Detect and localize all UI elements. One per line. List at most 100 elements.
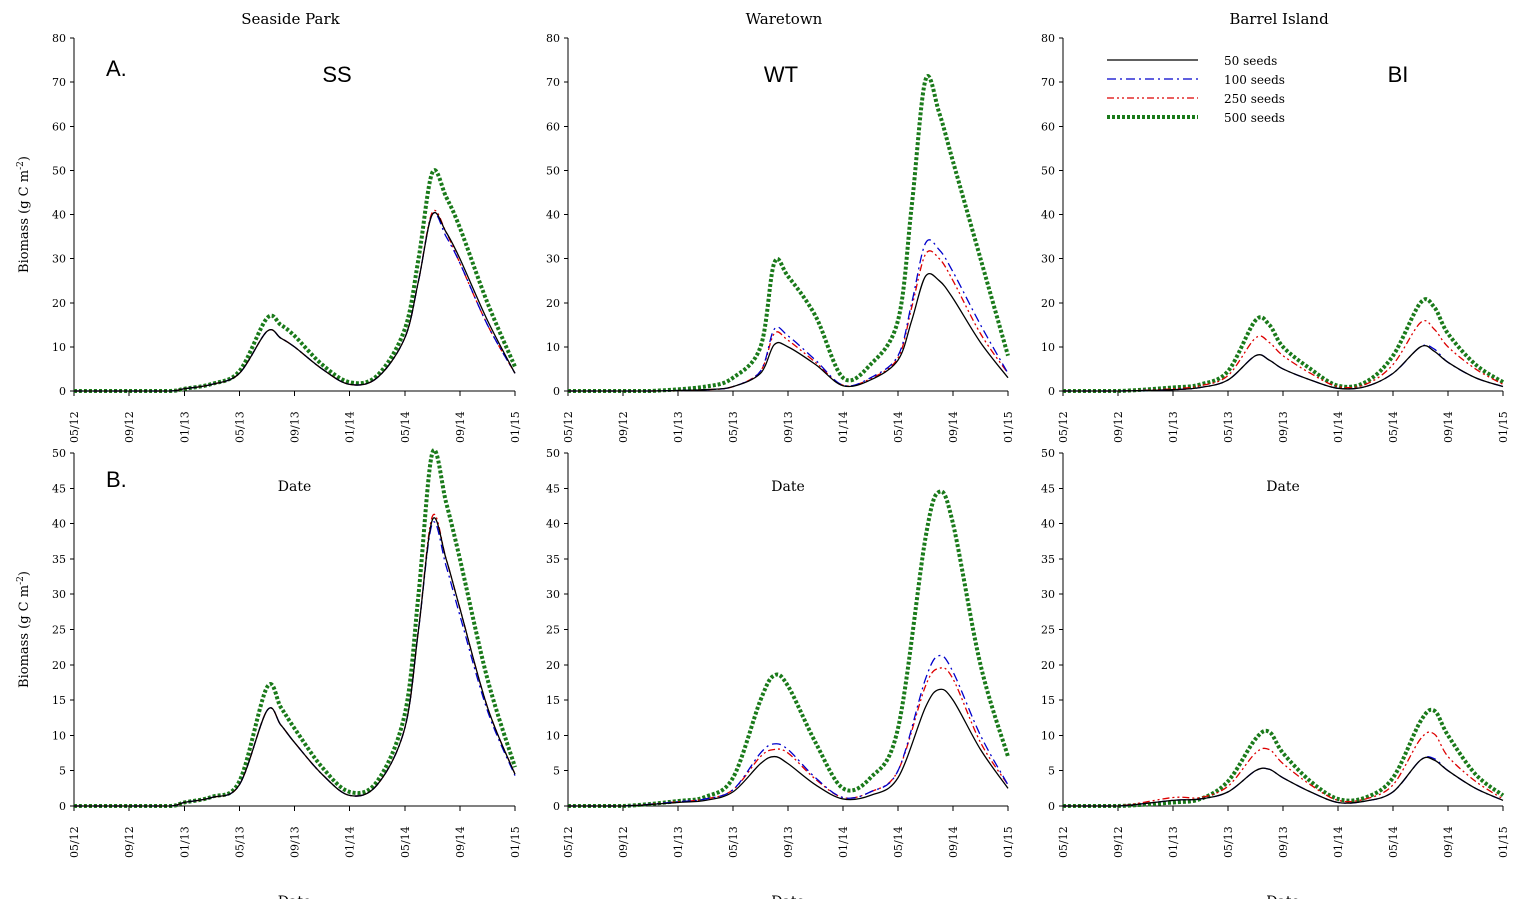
series-line-50-seeds (568, 273, 1009, 392)
y-tick-label: 0 (59, 800, 66, 813)
y-tick-label: 10 (1041, 729, 1055, 742)
y-tick-label: 40 (52, 518, 66, 531)
series-line-250-seeds (1063, 731, 1504, 807)
x-axis-label: Date (771, 894, 804, 899)
x-tick-label: 05/13 (1222, 411, 1235, 443)
x-tick-label: 05/14 (1387, 826, 1400, 858)
x-tick-label: 05/12 (68, 411, 81, 443)
y-tick-label: 0 (553, 385, 560, 398)
panel-b-ss: 0 5 10 15 20 25 30 35 40 45 50 05/12 09/12 01/13 05/13… (16, 447, 522, 899)
x-tick-label: 01/15 (509, 411, 522, 443)
series-line-500-seeds (1063, 297, 1505, 393)
y-tick-label: 30 (52, 588, 66, 601)
x-tick-label: 09/12 (617, 826, 630, 858)
legend-label-500-seeds: 500 seeds (1224, 111, 1285, 125)
y-tick-label: 80 (1041, 32, 1055, 45)
y-tick-label: 50 (546, 447, 560, 460)
x-tick-label: 01/15 (1002, 826, 1015, 858)
y-tick-label: 50 (52, 447, 66, 460)
x-tick-label: 09/12 (123, 826, 136, 858)
panel-a-bi: 0 10 20 30 40 50 60 70 80 05/12 09/12 01/13 05/13 09/… (1041, 10, 1510, 495)
x-tick-label: 05/14 (399, 826, 412, 858)
series-line-500-seeds (74, 448, 517, 808)
x-tick-label: 05/12 (1057, 826, 1070, 858)
series-line-500-seeds (568, 489, 1010, 808)
y-tick-label: 30 (1041, 588, 1055, 601)
x-tick-label: 09/14 (1442, 826, 1455, 858)
y-tick-label: 15 (1041, 694, 1055, 707)
y-tick-label: 60 (52, 120, 66, 133)
x-tick-label: 01/15 (1497, 411, 1510, 443)
x-tick-label: 01/14 (837, 411, 850, 443)
y-tick-label: 5 (1048, 765, 1055, 778)
y-tick-label: 45 (1041, 482, 1055, 495)
site-code-label: WT (764, 62, 798, 87)
x-tick-label: 01/15 (509, 826, 522, 858)
site-code-label: SS (322, 62, 351, 87)
x-tick-label: 05/14 (399, 411, 412, 443)
x-tick-label: 05/12 (68, 826, 81, 858)
series-line-500-seeds (1063, 707, 1505, 808)
y-tick-label: 35 (52, 553, 66, 566)
x-tick-label: 05/14 (892, 826, 905, 858)
series-line-50-seeds (568, 688, 1009, 807)
x-tick-label: 09/14 (454, 411, 467, 443)
y-tick-label: 40 (1041, 209, 1055, 222)
y-tick-label: 10 (52, 341, 66, 354)
x-axis-label: Date (771, 479, 804, 495)
y-tick-label: 10 (1041, 341, 1055, 354)
y-tick-label: 0 (59, 385, 66, 398)
y-tick-label: 20 (546, 659, 560, 672)
series-line-250-seeds (568, 667, 1009, 807)
x-axis-label: Date (1266, 479, 1299, 495)
series-line-500-seeds (568, 74, 1010, 393)
x-tick-label: 05/14 (1387, 411, 1400, 443)
y-tick-label: 60 (1041, 120, 1055, 133)
x-tick-label: 01/14 (344, 826, 357, 858)
y-axis-label: Biomass (g C m-2) (16, 156, 32, 273)
legend-label-100-seeds: 100 seeds (1224, 73, 1285, 87)
x-tick-label: 09/14 (454, 826, 467, 858)
y-tick-label: 40 (1041, 518, 1055, 531)
y-tick-label: 0 (1048, 385, 1055, 398)
y-tick-label: 60 (546, 120, 560, 133)
row-label: B. (106, 467, 127, 492)
y-tick-label: 40 (546, 209, 560, 222)
y-tick-label: 30 (546, 253, 560, 266)
x-tick-label: 01/15 (1002, 411, 1015, 443)
y-tick-label: 10 (546, 729, 560, 742)
x-axis-label: Date (278, 894, 311, 899)
y-tick-label: 25 (52, 624, 66, 637)
site-code-label: BI (1388, 62, 1409, 87)
x-tick-label: 01/13 (1167, 826, 1180, 858)
x-tick-label: 01/14 (837, 826, 850, 858)
series-line-100-seeds (1063, 344, 1504, 392)
y-tick-label: 35 (546, 553, 560, 566)
series-line-50-seeds (74, 211, 516, 392)
x-tick-label: 05/12 (562, 411, 575, 443)
x-tick-label: 05/13 (727, 826, 740, 858)
x-tick-label: 09/13 (782, 411, 795, 443)
x-tick-label: 09/12 (617, 411, 630, 443)
y-tick-label: 70 (546, 76, 560, 89)
y-axis-label: Biomass (g C m-2) (16, 571, 32, 688)
x-tick-label: 09/14 (1442, 411, 1455, 443)
x-tick-label: 05/12 (1057, 411, 1070, 443)
panel-title: Waretown (746, 10, 823, 28)
y-tick-label: 50 (546, 164, 560, 177)
x-tick-label: 05/13 (1222, 826, 1235, 858)
x-tick-label: 09/13 (1277, 826, 1290, 858)
y-tick-label: 50 (52, 164, 66, 177)
y-tick-label: 45 (52, 482, 66, 495)
y-tick-label: 80 (546, 32, 560, 45)
series-line-100-seeds (74, 212, 516, 392)
y-tick-label: 45 (546, 482, 560, 495)
x-tick-label: 01/15 (1497, 826, 1510, 858)
x-tick-label: 01/14 (1332, 826, 1345, 858)
series-line-50-seeds (74, 517, 516, 807)
x-tick-label: 05/13 (233, 411, 246, 443)
series-line-100-seeds (568, 654, 1009, 807)
y-tick-label: 5 (59, 765, 66, 778)
y-tick-label: 10 (546, 341, 560, 354)
